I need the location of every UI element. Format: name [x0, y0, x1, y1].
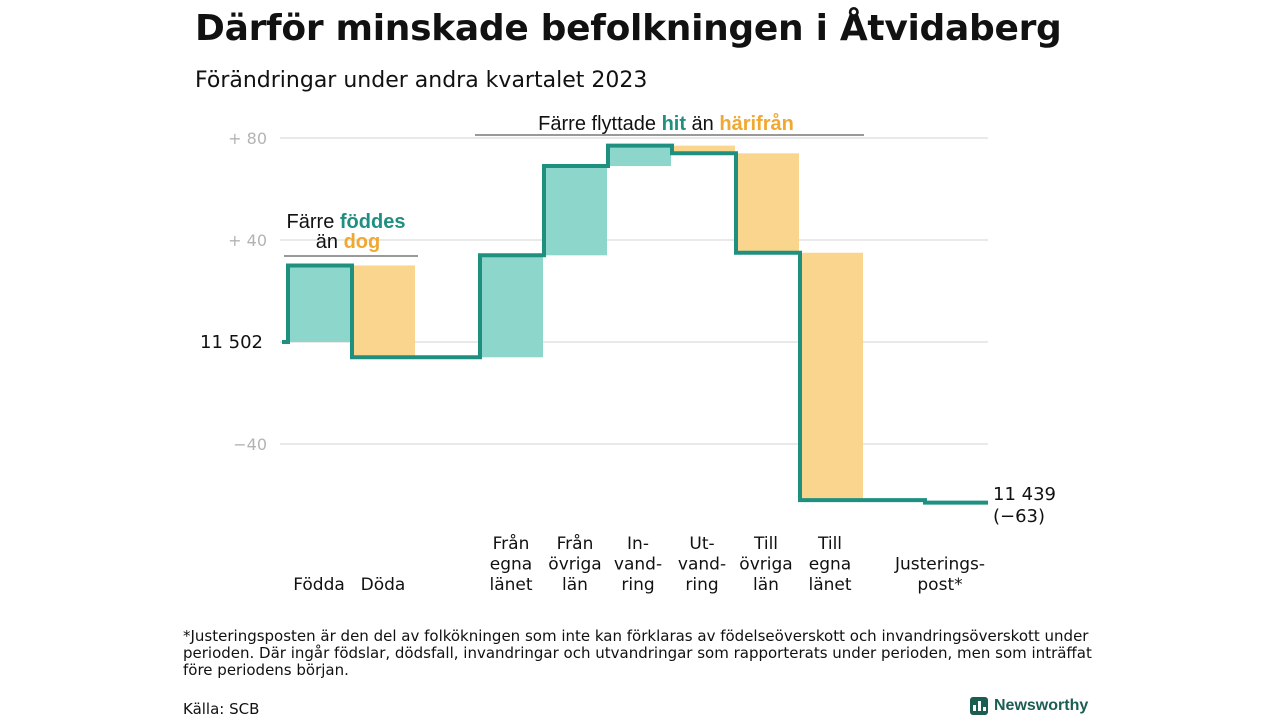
category-label: Födda — [293, 575, 345, 595]
annotation-migration: Färre flyttade hit än härifrån — [538, 112, 794, 135]
category-label: Till övriga län — [739, 534, 792, 595]
bar-tillövrigalän — [736, 153, 799, 253]
brand-name: Newsworthy — [994, 697, 1089, 714]
net-change-label: (−63) — [993, 506, 1045, 527]
source-label: Källa: SCB — [183, 700, 260, 718]
category-label: Döda — [361, 575, 406, 595]
brand-logo: Newsworthy — [970, 697, 1088, 715]
bar-invandring — [608, 145, 671, 167]
waterfall-chart: + 80 + 40 −40 11 502 11 439(−63) Födda Döda Frå… — [200, 112, 1056, 595]
bars — [288, 145, 863, 501]
end-value-label: 11 439 — [993, 484, 1056, 505]
running-total-path — [282, 143, 988, 505]
bar-döda — [352, 265, 415, 358]
category-label: Till egna länet — [808, 534, 851, 595]
chart-subtitle: Förändringar under andra kvartalet 2023 — [195, 68, 648, 93]
category-label: Från övriga län — [548, 533, 601, 595]
bar-utvandring — [672, 145, 735, 154]
bar-frånövrigalän — [544, 166, 607, 256]
labels: + 80 + 40 −40 11 502 11 439(−63) Födda Döda Frå… — [200, 129, 1056, 595]
bar-frånegnalänet — [480, 255, 543, 358]
annotation-births-line1: Färre föddes — [287, 211, 406, 233]
annotation-births-line2: än dog — [316, 231, 380, 253]
category-label: Ut-vand-ring — [678, 534, 726, 595]
y-tick-label: −40 — [233, 435, 267, 454]
footnote: *Justeringsposten är den del av folkökni… — [183, 627, 1092, 679]
bar-chart-icon — [970, 697, 988, 715]
bar-tillegnalänet — [800, 252, 863, 501]
category-label: Från egna länet — [489, 533, 532, 595]
category-label: Justerings-post* — [894, 555, 985, 596]
bar-födda — [288, 265, 351, 342]
chart-title: Därför minskade befolkningen i Åtvidaber… — [195, 8, 1062, 49]
running-total-line — [282, 143, 988, 505]
start-value-label: 11 502 — [200, 332, 263, 353]
y-tick-label: + 80 — [228, 129, 267, 148]
category-label: In-vand-ring — [614, 534, 662, 595]
y-tick-label: + 40 — [228, 231, 267, 250]
